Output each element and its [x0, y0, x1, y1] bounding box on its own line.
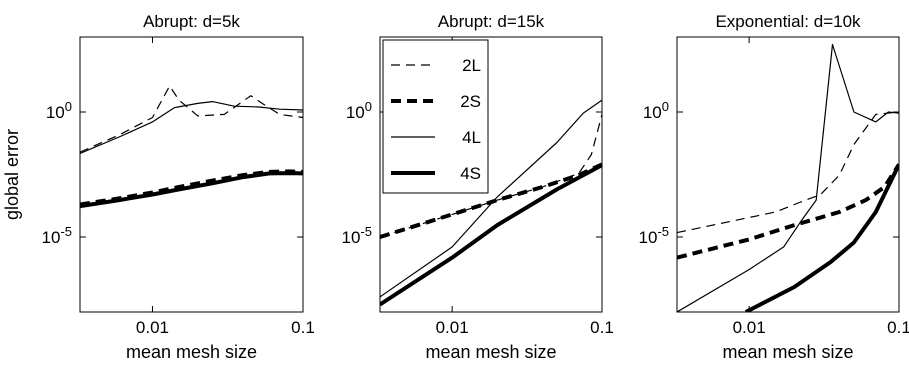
series-line-2S [677, 163, 899, 260]
x-tick-label: 0.01 [436, 318, 469, 337]
legend-label-2S: 2S [460, 92, 481, 111]
y-tick-label: 10-5 [639, 224, 669, 247]
series-group [380, 99, 602, 307]
chart-panel-3: 0.01 0.1 100 10-5 Exponential: d=10k mean mes… [639, 12, 909, 362]
series-group [80, 85, 303, 209]
chart-title: Abrupt: d=5k [143, 12, 240, 31]
legend: 2L 2S 4L 4S [382, 39, 489, 194]
series-line-4S [380, 163, 602, 307]
y-tick-label: 100 [643, 99, 669, 122]
x-axis-label: mean mesh size [722, 342, 853, 362]
x-tick-label: 0.1 [291, 318, 315, 337]
legend-label-4L: 4L [462, 128, 481, 147]
y-tick-label: 100 [346, 99, 372, 122]
x-tick-label: 0.1 [887, 318, 909, 337]
series-line-2L [677, 111, 899, 234]
series-group [677, 43, 899, 312]
legend-label-2L: 2L [462, 56, 481, 75]
y-tick-label: 10-5 [42, 224, 72, 247]
series-line-2L [80, 85, 303, 153]
legend-label-4S: 4S [460, 164, 481, 183]
plot-frame [379, 36, 603, 313]
chart-panel-1: 0.01 0.1 100 10-5 Abrupt: d=5k mean mesh size… [2, 12, 315, 362]
x-axis-label: mean mesh size [126, 342, 257, 362]
plot-frame [676, 36, 900, 313]
legend-box [382, 39, 489, 194]
y-tick-label: 100 [46, 99, 72, 122]
series-line-4L [80, 100, 303, 154]
y-tick-label: 10-5 [342, 224, 372, 247]
chart-title: Exponential: d=10k [715, 12, 861, 31]
series-line-4L [677, 43, 899, 312]
x-tick-label: 0.01 [136, 318, 169, 337]
plot-frame [79, 36, 304, 313]
chart-title: Abrupt: d=15k [438, 12, 545, 31]
x-tick-label: 0.01 [733, 318, 766, 337]
series-line-4S [80, 171, 303, 209]
x-tick-label: 0.1 [590, 318, 614, 337]
x-axis-label: mean mesh size [425, 342, 556, 362]
series-line-4L [380, 99, 602, 298]
chart-panel-2: 0.01 0.1 100 10-5 Abrupt: d=15k mean mesh siz… [342, 12, 614, 362]
series-line-4S [744, 163, 899, 312]
y-axis-label: global error [2, 129, 22, 220]
